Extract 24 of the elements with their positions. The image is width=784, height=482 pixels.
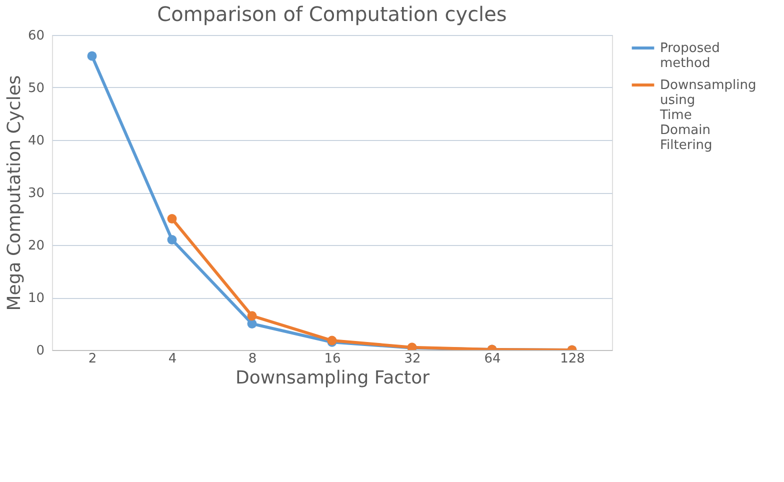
x-tick-label: 4 bbox=[168, 352, 177, 366]
point bbox=[167, 235, 177, 244]
x-tick-label: 128 bbox=[560, 352, 585, 366]
legend-label: Downsampling using Time Domain Filtering bbox=[659, 78, 756, 153]
y-tick-label: 10 bbox=[28, 291, 44, 306]
y-tick-label: 0 bbox=[36, 344, 44, 358]
y-tick-label: 30 bbox=[28, 186, 44, 201]
x-tick-label: 64 bbox=[484, 352, 501, 366]
y-tick-label: 40 bbox=[28, 134, 44, 148]
x-tick-label: 8 bbox=[248, 352, 257, 366]
x-axis-title: Downsampling Factor bbox=[235, 368, 430, 388]
point bbox=[247, 319, 257, 328]
y-tick-label: 20 bbox=[28, 238, 44, 254]
x-tick-label: 2 bbox=[88, 352, 97, 366]
y-tick-label: 60 bbox=[28, 28, 44, 44]
point bbox=[87, 51, 97, 61]
chart-title: Comparison of Computation cycles bbox=[157, 2, 507, 26]
y-axis-title: Mega Computation Cycles bbox=[4, 75, 25, 311]
x-tick-label: 16 bbox=[324, 352, 341, 366]
point bbox=[247, 311, 257, 321]
point bbox=[167, 214, 177, 224]
y-tick-label: 50 bbox=[28, 81, 44, 96]
legend-label: Proposed method bbox=[660, 41, 720, 71]
x-tick-label: 32 bbox=[404, 352, 421, 366]
